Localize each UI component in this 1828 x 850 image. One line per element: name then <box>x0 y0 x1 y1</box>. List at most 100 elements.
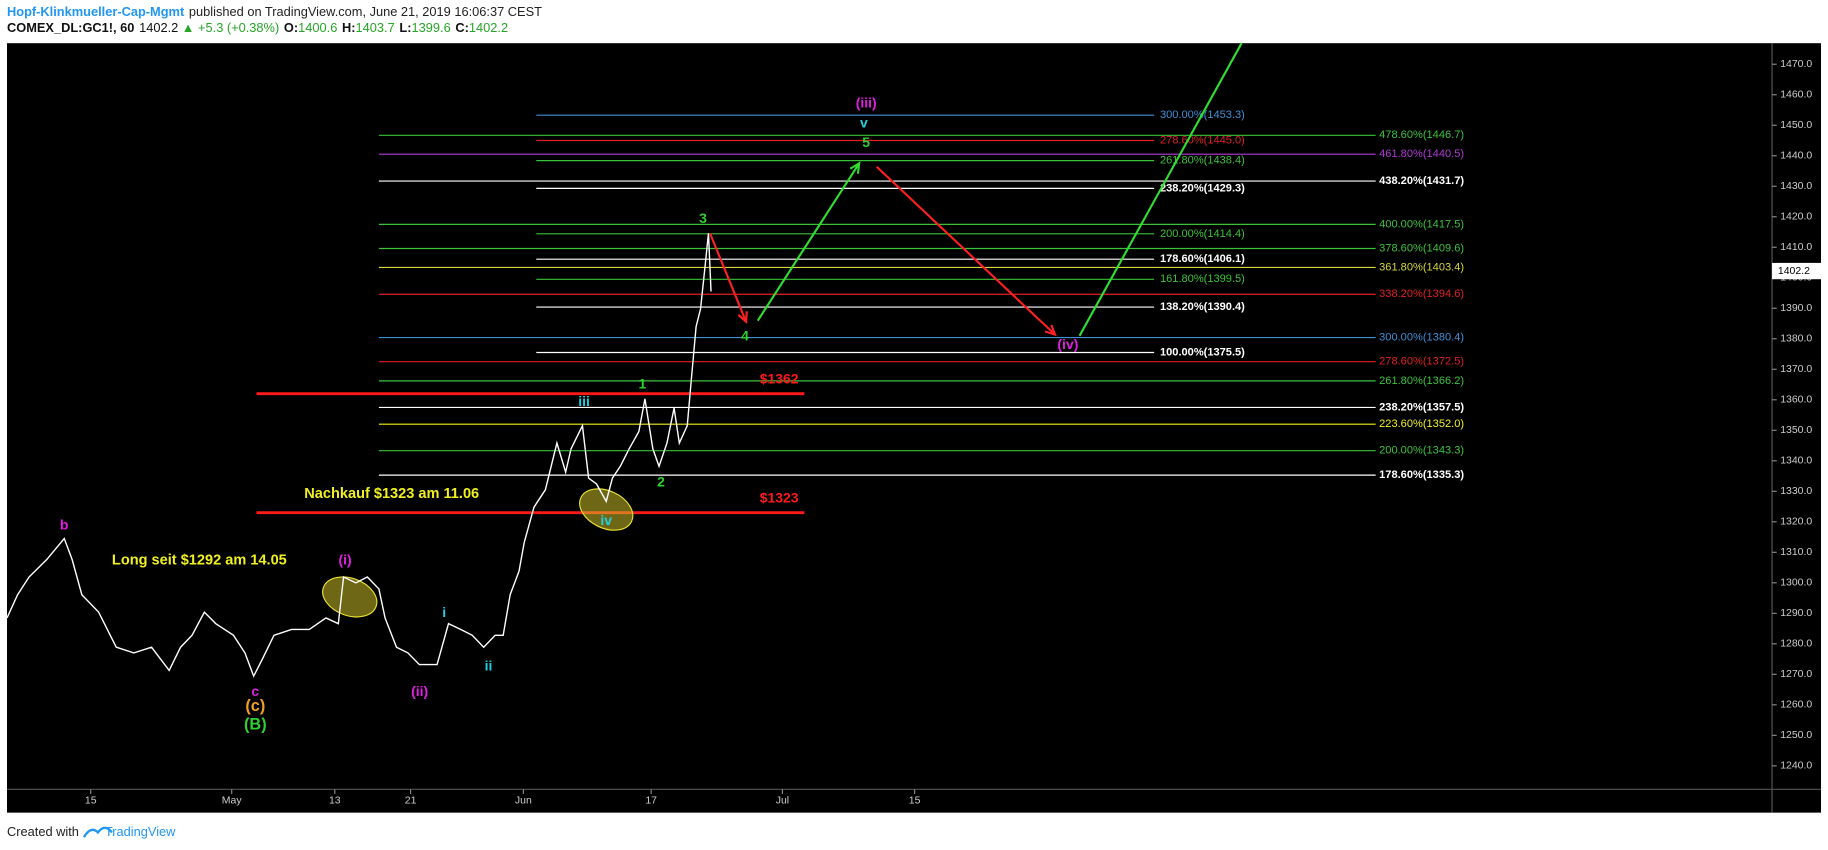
fib-label: 278.60%(1372.5) <box>1379 356 1464 368</box>
highlight-ellipse <box>579 488 634 531</box>
change: ▲ +5.3 (+0.38%) <box>182 21 279 36</box>
annotation: Nachkauf $1323 am 11.06 <box>304 486 479 502</box>
brand-logo <box>82 826 113 838</box>
x-tick-label: 15 <box>85 796 97 807</box>
y-tick-label: 1340.0 <box>1780 456 1812 467</box>
y-tick-label: 1350.0 <box>1780 425 1812 436</box>
header-line-1: Hopf-Klinkmueller-Cap-Mgmt published on T… <box>7 4 542 19</box>
y-tick-label: 1310.0 <box>1780 547 1812 558</box>
low: 1399.6 <box>412 21 451 36</box>
y-tick-label: 1380.0 <box>1780 334 1812 345</box>
trend-line <box>1078 42 1243 337</box>
wave-label: (iii) <box>856 95 877 111</box>
footer-created: Created with <box>7 824 79 839</box>
fib-label: 338.20%(1394.6) <box>1379 288 1464 300</box>
fib-label: 200.00%(1343.3) <box>1379 445 1464 457</box>
header-line-2: COMEX_DL:GC1!, 60 1402.2 ▲ +5.3 (+0.38%) O:… <box>7 21 508 36</box>
y-tick-label: 1360.0 <box>1780 395 1812 406</box>
y-tick-label: 1410.0 <box>1780 242 1812 253</box>
x-tick-label: Jun <box>515 796 532 807</box>
close-label: C: <box>455 21 469 36</box>
wave-label: ii <box>485 658 493 674</box>
fib-label: 361.80%(1403.4) <box>1379 261 1464 273</box>
open: 1400.6 <box>298 21 337 36</box>
fib-label: 178.60%(1335.3) <box>1379 469 1464 481</box>
wave-label: b <box>60 517 69 533</box>
fib-label: 478.60%(1446.7) <box>1379 129 1464 141</box>
y-tick-label: 1460.0 <box>1780 90 1812 101</box>
fib-label: 223.60%(1352.0) <box>1379 418 1464 430</box>
wave-label: 3 <box>699 210 707 226</box>
wave-label: iii <box>578 393 590 409</box>
wave-label: (iv) <box>1057 336 1078 352</box>
wave-label: (B) <box>244 716 267 734</box>
arrow-head <box>1044 324 1057 337</box>
wave-label: c <box>251 683 259 699</box>
fib-label: 378.60%(1409.6) <box>1379 242 1464 254</box>
symbol: COMEX_DL:GC1!, 60 <box>7 21 134 36</box>
y-tick-label: 1290.0 <box>1780 608 1812 619</box>
y-tick-label: 1280.0 <box>1780 639 1812 650</box>
plot: 1240.01250.01260.01270.01280.01290.01300… <box>6 42 1822 807</box>
fib-label: 161.80%(1399.5) <box>1160 273 1245 285</box>
price-line <box>6 233 712 678</box>
arrow-head <box>849 161 861 174</box>
x-tick-label: 15 <box>909 796 921 807</box>
annotation: Long seit $1292 am 14.05 <box>112 553 287 569</box>
footer-brand: TradingView <box>105 824 176 839</box>
fib-label: 238.20%(1357.5) <box>1379 401 1464 413</box>
fib-label: 400.00%(1417.5) <box>1379 218 1464 230</box>
price: 1402.2 <box>139 21 178 36</box>
fib-label: 238.20%(1429.3) <box>1160 182 1245 194</box>
y-tick-label: 1390.0 <box>1780 303 1812 314</box>
last-price-label: 1402.2 <box>1778 266 1810 277</box>
y-tick-label: 1250.0 <box>1780 730 1812 741</box>
fib-label: 100.00%(1375.5) <box>1160 346 1245 358</box>
y-tick-label: 1330.0 <box>1780 486 1812 497</box>
y-tick-label: 1370.0 <box>1780 364 1812 375</box>
x-tick-label: 13 <box>329 796 341 807</box>
fib-label: 438.20%(1431.7) <box>1379 175 1464 187</box>
y-tick-label: 1420.0 <box>1780 212 1812 223</box>
chart-panel <box>6 43 1822 813</box>
author: Hopf-Klinkmueller-Cap-Mgmt <box>7 4 185 19</box>
last-price-box <box>1772 262 1822 280</box>
low-label: L: <box>399 21 411 36</box>
y-tick-label: 1450.0 <box>1780 120 1812 131</box>
support-label: $1323 <box>760 489 799 505</box>
fib-label: 200.00%(1414.4) <box>1160 228 1245 240</box>
wave-label: 2 <box>657 473 665 489</box>
fib-label: 178.60%(1406.1) <box>1160 253 1245 265</box>
arrow <box>756 162 861 322</box>
y-tick-label: 1430.0 <box>1780 181 1812 192</box>
wave-label: 1 <box>638 375 646 391</box>
x-tick-label: 17 <box>645 796 657 807</box>
wave-label: 4 <box>741 328 749 344</box>
x-tick-label: Jul <box>776 796 789 807</box>
wave-label: iv <box>600 512 612 528</box>
published: published on TradingView.com, June 21, 2… <box>189 4 542 19</box>
fib-label: 300.00%(1380.4) <box>1379 331 1464 343</box>
high-label: H: <box>342 21 356 36</box>
wave-label: (ii) <box>411 683 428 699</box>
open-label: O: <box>284 21 298 36</box>
arrow <box>875 166 1056 336</box>
support-label: $1362 <box>760 370 799 386</box>
arrow <box>709 232 748 323</box>
x-tick-label: 21 <box>405 796 417 807</box>
fib-label: 138.20%(1390.4) <box>1160 301 1245 313</box>
fib-label: 261.80%(1438.4) <box>1160 155 1245 167</box>
wave-label: i <box>442 604 446 620</box>
arrow-head <box>737 311 748 325</box>
y-tick-label: 1270.0 <box>1780 669 1812 680</box>
y-tick-label: 1470.0 <box>1780 59 1812 70</box>
y-tick-label: 1240.0 <box>1780 761 1812 772</box>
y-tick-label: 1300.0 <box>1780 578 1812 589</box>
fib-label: 278.60%(1445.0) <box>1160 134 1245 146</box>
y-tick-label: 1440.0 <box>1780 151 1812 162</box>
wave-label: (i) <box>338 552 351 568</box>
y-tick-label: 1260.0 <box>1780 700 1812 711</box>
wave-label: v <box>860 114 868 130</box>
wave-label: (c) <box>245 697 265 715</box>
